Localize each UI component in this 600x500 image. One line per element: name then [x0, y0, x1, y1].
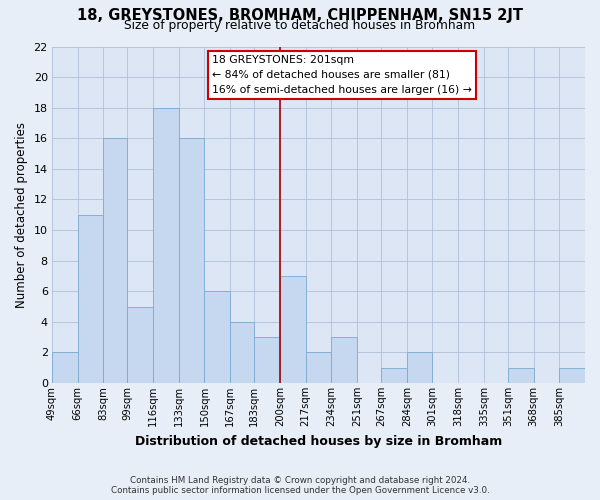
Bar	[77, 215, 103, 383]
Text: Size of property relative to detached houses in Bromham: Size of property relative to detached ho…	[124, 19, 476, 32]
Bar	[508, 368, 533, 383]
X-axis label: Distribution of detached houses by size in Bromham: Distribution of detached houses by size …	[135, 434, 502, 448]
Bar	[254, 337, 280, 383]
Bar	[280, 276, 305, 383]
Bar	[407, 352, 433, 383]
Bar	[52, 352, 77, 383]
Bar	[381, 368, 407, 383]
Bar	[127, 306, 153, 383]
Text: 18, GREYSTONES, BROMHAM, CHIPPENHAM, SN15 2JT: 18, GREYSTONES, BROMHAM, CHIPPENHAM, SN1…	[77, 8, 523, 23]
Bar	[103, 138, 127, 383]
Bar	[331, 337, 357, 383]
Bar	[205, 291, 230, 383]
Bar	[153, 108, 179, 383]
Bar	[179, 138, 205, 383]
Bar	[305, 352, 331, 383]
Y-axis label: Number of detached properties: Number of detached properties	[15, 122, 28, 308]
Text: 18 GREYSTONES: 201sqm
← 84% of detached houses are smaller (81)
16% of semi-deta: 18 GREYSTONES: 201sqm ← 84% of detached …	[212, 55, 472, 94]
Bar	[559, 368, 585, 383]
Text: Contains HM Land Registry data © Crown copyright and database right 2024.
Contai: Contains HM Land Registry data © Crown c…	[110, 476, 490, 495]
Bar	[230, 322, 254, 383]
